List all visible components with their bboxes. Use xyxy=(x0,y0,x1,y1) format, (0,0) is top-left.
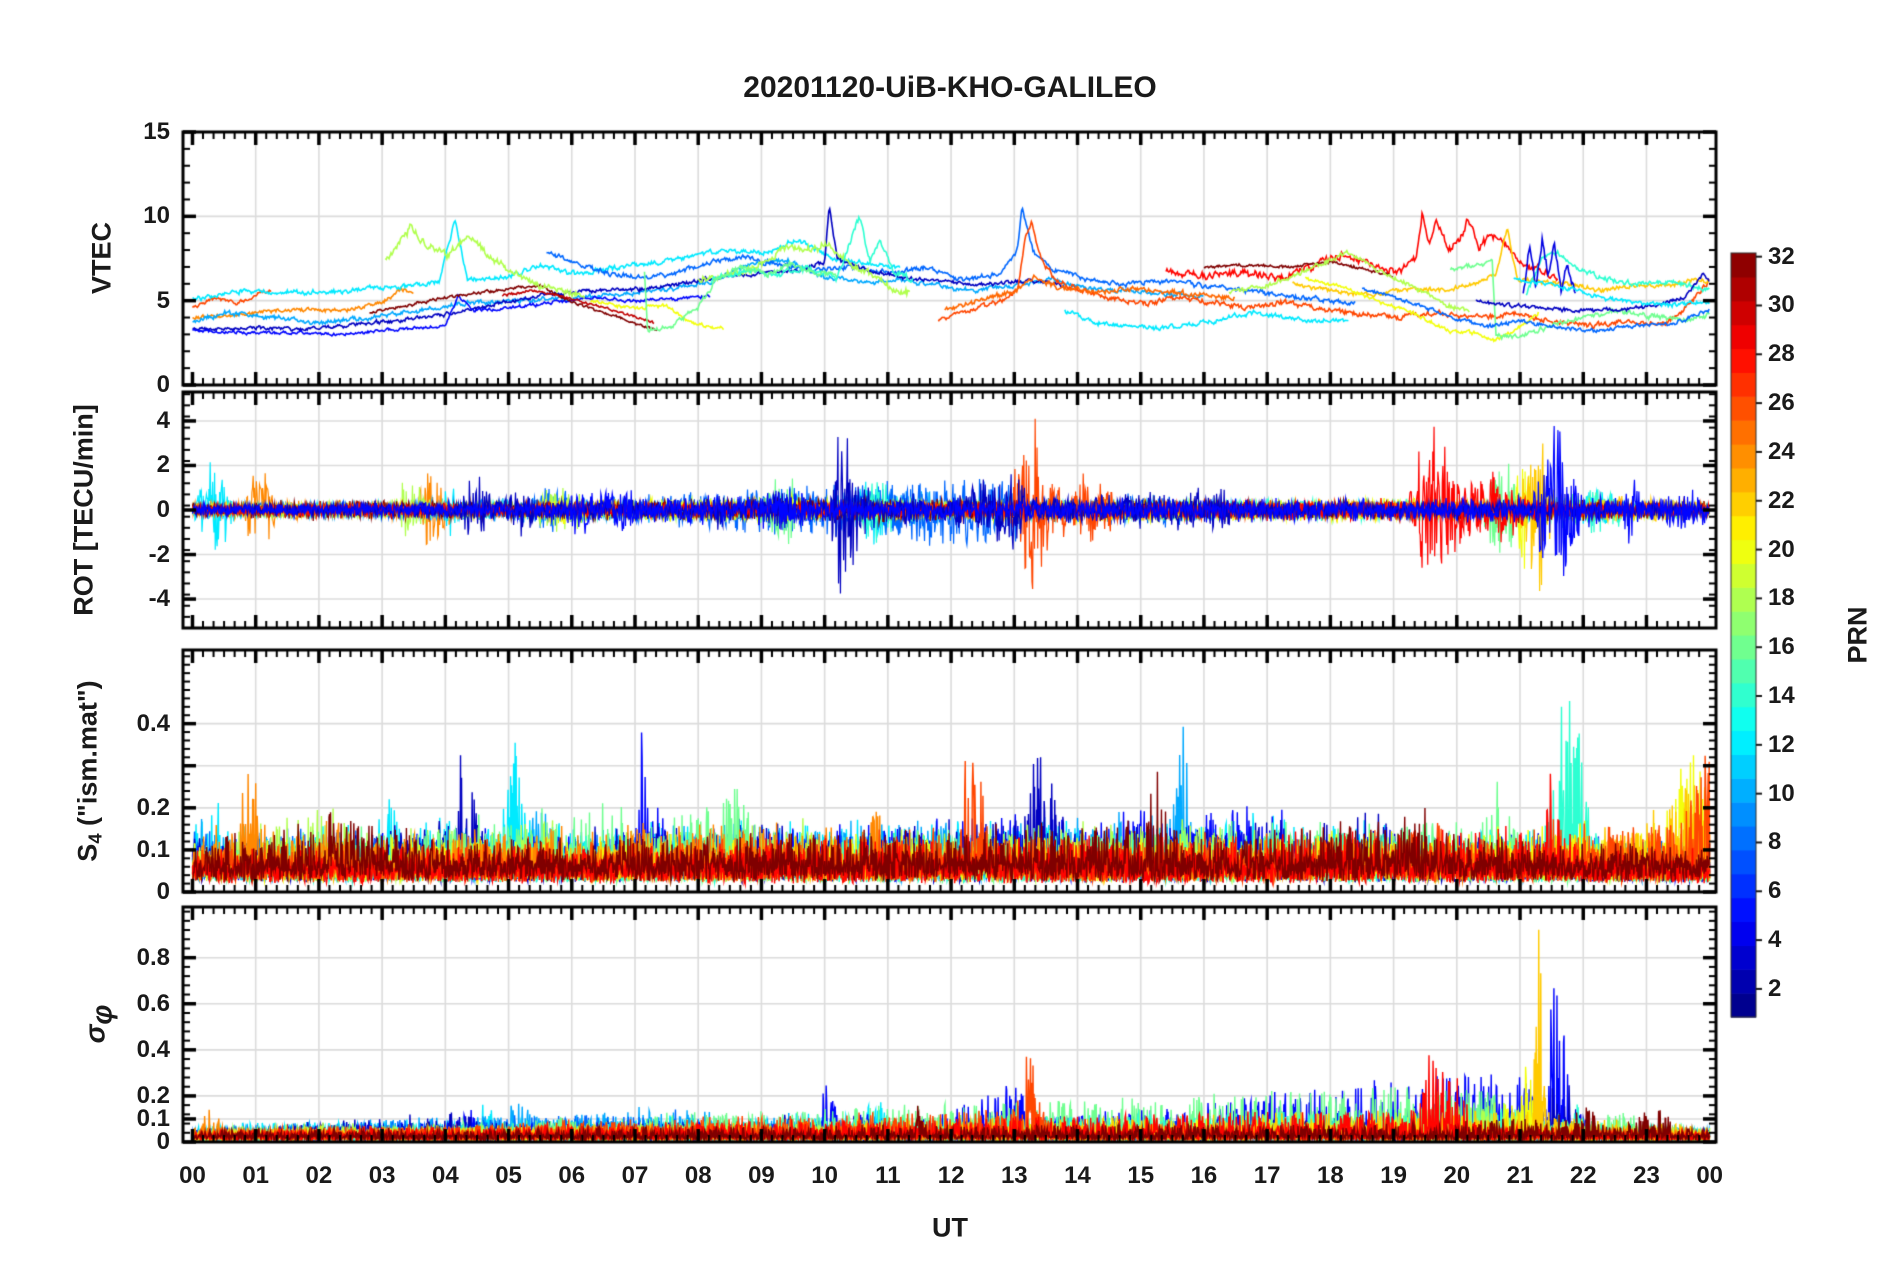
s4-y-tick-label: 0.4 xyxy=(136,709,170,737)
x-tick-label: 12 xyxy=(937,1162,965,1189)
vtec-y-tick-label: 5 xyxy=(156,286,170,314)
sigma-phi-y-tick-label: 0.1 xyxy=(136,1104,170,1132)
x-tick-label: 09 xyxy=(748,1162,775,1189)
x-tick-label: 21 xyxy=(1506,1162,1534,1189)
colorbar-tick-label: 6 xyxy=(1768,877,1782,905)
s4-y-tick-label: 0 xyxy=(156,878,170,905)
vtec-axis-label: VTEC xyxy=(87,222,118,294)
rot-y-tick-label: -2 xyxy=(148,540,170,568)
x-tick-label: 11 xyxy=(875,1162,901,1189)
x-tick-label: 13 xyxy=(1000,1162,1028,1189)
x-tick-label: 23 xyxy=(1633,1162,1660,1189)
x-tick-label: 00 xyxy=(179,1162,206,1189)
vtec-y-tick-label: 0 xyxy=(156,371,170,398)
colorbar-tick-label: 14 xyxy=(1768,682,1795,710)
x-tick-label: 22 xyxy=(1569,1162,1597,1189)
x-tick-label: 16 xyxy=(1190,1162,1218,1189)
x-tick-label: 08 xyxy=(684,1162,712,1189)
rot-y-tick-label: -4 xyxy=(148,585,170,613)
colorbar-tick-label: 30 xyxy=(1768,291,1795,319)
colorbar-tick-label: 16 xyxy=(1768,633,1795,661)
sigma-phi-y-tick-label: 0.4 xyxy=(136,1035,170,1063)
colorbar-tick-label: 24 xyxy=(1768,437,1795,465)
colorbar-tick-label: 18 xyxy=(1768,584,1795,612)
sigma-phi-y-tick-label: 0 xyxy=(156,1128,170,1155)
sigma-phi-y-tick-label: 0.8 xyxy=(136,943,170,971)
s4-axis-label-text: S xyxy=(72,843,103,862)
x-tick-label: 18 xyxy=(1317,1162,1344,1189)
colorbar-tick-label: 12 xyxy=(1768,730,1795,758)
sigma-phi-y-tick-label: 0.6 xyxy=(136,989,170,1017)
s4-axis-label-subscript: 4 xyxy=(84,833,106,844)
x-tick-label: 06 xyxy=(558,1162,586,1189)
colorbar-tick-label: 8 xyxy=(1768,828,1782,856)
rot-y-tick-label: 0 xyxy=(156,496,170,523)
vtec-axis-label-text: VTEC xyxy=(86,221,117,295)
s4-axis-label-suffix: ("ism.mat") xyxy=(72,680,103,834)
colorbar-tick-label: 4 xyxy=(1768,926,1782,954)
rot-y-tick-label: 2 xyxy=(156,451,170,479)
rot-axis-label-text: ROT [TECU/min] xyxy=(68,404,99,616)
x-tick-label: 05 xyxy=(495,1162,522,1189)
sigma-axis-label-text: σ xyxy=(79,1024,112,1044)
x-tick-label: 19 xyxy=(1380,1162,1407,1189)
vtec-y-tick-label: 15 xyxy=(143,118,170,145)
x-tick-label: 03 xyxy=(368,1162,396,1189)
x-tick-label: 02 xyxy=(305,1162,333,1189)
x-tick-label: 07 xyxy=(621,1162,649,1189)
s4-axis-label: S4 ("ism.mat") xyxy=(72,680,106,862)
vtec-y-tick-label: 10 xyxy=(143,202,170,230)
colorbar-tick-label: 10 xyxy=(1768,779,1795,807)
colorbar-tick-label: 2 xyxy=(1768,974,1782,1002)
x-tick-label: 01 xyxy=(242,1162,270,1189)
sigma-phi-axis-label: σφ xyxy=(79,1005,119,1044)
x-tick-label: 14 xyxy=(1064,1162,1091,1189)
rot-axis-label: ROT [TECU/min] xyxy=(69,404,100,615)
phi-axis-label-subscript: φ xyxy=(86,1004,119,1025)
x-tick-label: 17 xyxy=(1253,1162,1281,1189)
colorbar-tick-label: 32 xyxy=(1768,242,1795,270)
x-tick-label: 00 xyxy=(1696,1162,1724,1189)
colorbar-tick-label: 22 xyxy=(1768,486,1795,514)
colorbar-tick-label: 28 xyxy=(1768,340,1795,368)
s4-y-tick-label: 0.1 xyxy=(136,835,170,863)
x-tick-label: 10 xyxy=(811,1162,838,1189)
colorbar-label: PRN xyxy=(1842,606,1873,664)
sigma-phi-y-tick-label: 0.2 xyxy=(136,1081,170,1109)
colorbar-tick-label: 20 xyxy=(1768,535,1795,563)
x-tick-label: 15 xyxy=(1127,1162,1155,1189)
x-tick-label: 20 xyxy=(1443,1162,1471,1189)
x-tick-label: 04 xyxy=(431,1162,459,1189)
plot-title: 20201120-UiB-KHO-GALILEO xyxy=(743,71,1157,104)
rot-y-tick-label: 4 xyxy=(156,406,170,434)
colorbar-tick-label: 26 xyxy=(1768,389,1795,417)
s4-y-tick-label: 0.2 xyxy=(136,793,170,821)
x-axis-label: UT xyxy=(932,1212,968,1243)
